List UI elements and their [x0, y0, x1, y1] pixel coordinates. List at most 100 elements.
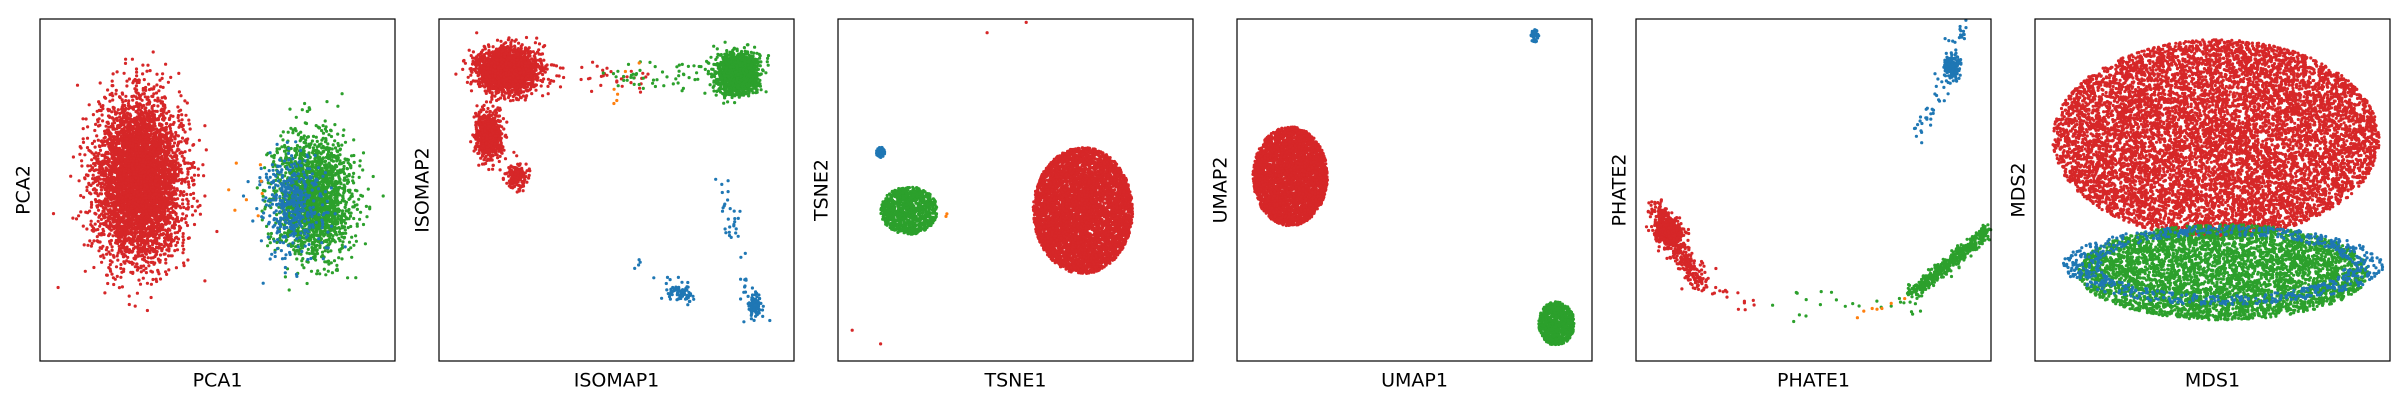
- data-point: [121, 98, 124, 101]
- data-point: [111, 80, 114, 83]
- data-point: [125, 84, 128, 87]
- data-point: [101, 210, 104, 213]
- data-point: [114, 203, 117, 206]
- data-point: [146, 98, 149, 101]
- data-point: [158, 177, 161, 180]
- data-point: [111, 98, 114, 101]
- data-point: [128, 77, 131, 80]
- data-point: [166, 192, 169, 195]
- data-point: [164, 258, 167, 261]
- data-point: [162, 149, 165, 152]
- data-point: [100, 261, 103, 264]
- data-point: [192, 183, 195, 186]
- data-point: [114, 148, 117, 151]
- data-point: [142, 233, 145, 236]
- data-point: [111, 249, 114, 252]
- data-point: [131, 250, 134, 253]
- data-point: [109, 270, 112, 273]
- data-point: [129, 228, 132, 231]
- data-point: [181, 155, 184, 158]
- data-point: [116, 259, 119, 262]
- data-point: [123, 240, 126, 243]
- data-point: [96, 120, 99, 123]
- data-point: [101, 104, 104, 107]
- data-point: [112, 154, 115, 157]
- data-point: [115, 185, 118, 188]
- data-point: [114, 209, 117, 212]
- data-point: [82, 137, 85, 140]
- data-point: [191, 163, 194, 166]
- data-point: [119, 168, 122, 171]
- data-point: [100, 233, 103, 236]
- data-point: [124, 95, 127, 98]
- data-point: [184, 114, 187, 117]
- data-point: [125, 219, 128, 222]
- data-point: [99, 81, 102, 84]
- data-point: [137, 154, 140, 157]
- data-point: [116, 159, 119, 162]
- data-point: [176, 147, 179, 150]
- data-point: [130, 217, 133, 220]
- data-point: [164, 270, 167, 273]
- data-point: [147, 102, 150, 105]
- data-point: [181, 137, 184, 140]
- data-point: [78, 179, 81, 182]
- data-point: [134, 176, 137, 179]
- data-point: [110, 239, 113, 242]
- data-point: [151, 270, 154, 273]
- data-point: [119, 263, 122, 266]
- data-point: [129, 141, 132, 144]
- data-point: [162, 232, 165, 235]
- data-point: [112, 106, 115, 109]
- data-point: [160, 113, 163, 116]
- data-point: [181, 251, 184, 254]
- data-point: [95, 134, 98, 137]
- data-point: [109, 136, 112, 139]
- data-point: [134, 148, 137, 151]
- data-point: [116, 254, 119, 257]
- data-point: [75, 217, 78, 220]
- data-point: [174, 154, 177, 157]
- data-point: [164, 156, 167, 159]
- data-point: [145, 271, 148, 274]
- data-point: [131, 154, 134, 157]
- data-point: [177, 116, 180, 119]
- data-point: [145, 146, 148, 149]
- data-point: [143, 78, 146, 81]
- data-point: [93, 178, 96, 181]
- data-point: [100, 173, 103, 176]
- data-point: [80, 164, 83, 167]
- data-point: [113, 177, 116, 180]
- data-point: [144, 267, 147, 270]
- data-point: [156, 97, 159, 100]
- data-point: [165, 122, 168, 125]
- data-point: [156, 207, 159, 210]
- data-point: [113, 110, 116, 113]
- data-point: [92, 227, 95, 230]
- data-point: [150, 296, 153, 299]
- data-point: [128, 248, 131, 251]
- data-point: [122, 255, 125, 258]
- data-point: [151, 105, 154, 108]
- data-point: [198, 139, 201, 142]
- data-point: [90, 151, 93, 154]
- data-point: [112, 157, 115, 160]
- data-point: [110, 172, 113, 175]
- data-point: [115, 265, 118, 268]
- data-point: [109, 211, 112, 214]
- data-point: [146, 282, 149, 285]
- data-point: [188, 186, 191, 189]
- data-point: [136, 242, 139, 245]
- data-point: [192, 192, 195, 195]
- data-point: [188, 167, 191, 170]
- data-point: [89, 184, 92, 187]
- data-point: [94, 151, 97, 154]
- data-point: [114, 241, 117, 244]
- data-point: [115, 89, 118, 92]
- data-point: [104, 170, 107, 173]
- data-point: [150, 132, 153, 135]
- data-point: [137, 105, 140, 108]
- data-point: [98, 124, 101, 127]
- data-point: [144, 248, 147, 251]
- data-point: [106, 178, 109, 181]
